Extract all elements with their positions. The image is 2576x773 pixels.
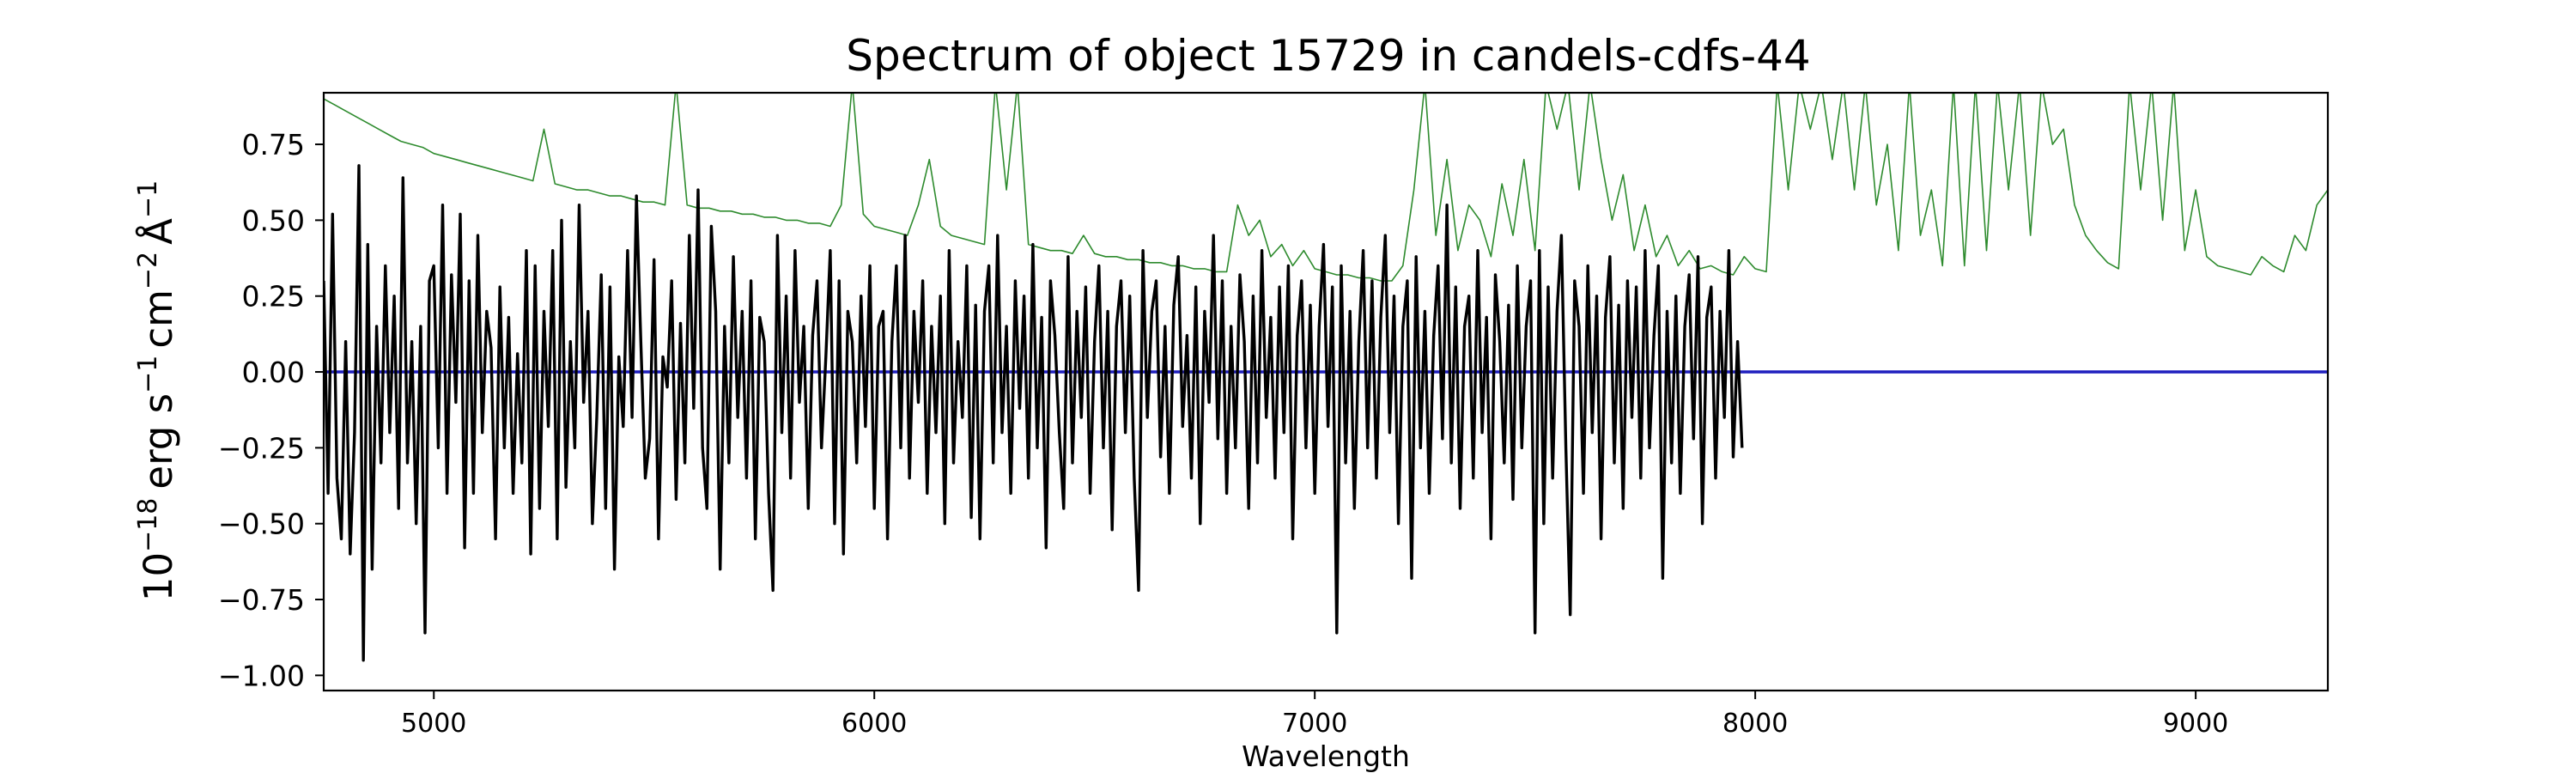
series-flux-line	[324, 164, 1744, 662]
y-tick-label: 0.25	[242, 280, 305, 313]
y-tick-label: −0.25	[218, 431, 305, 465]
y-axis: 0.75 0.50 0.25 0.00 −0.25 −0.50 −0.75 −1.00	[218, 128, 324, 692]
x-tick-label: 6000	[841, 709, 907, 739]
y-tick-label: 0.50	[242, 204, 305, 237]
ylabel-exp-angstrom: −1	[133, 180, 163, 218]
y-tick-label: −0.50	[218, 508, 305, 541]
ylabel-unit-angstrom: Å	[136, 218, 181, 245]
y-tick-label: 0.00	[242, 356, 305, 389]
series-uncertainty-line	[324, 93, 2328, 282]
x-axis-label: Wavelength	[1242, 740, 1410, 773]
y-tick-label: −1.00	[218, 659, 305, 692]
y-tick-label: −0.75	[218, 583, 305, 617]
y-axis-label: 10−18erg s−1cm−2Å−1	[133, 180, 181, 601]
chart-title: Spectrum of object 15729 in candels-cdfs…	[846, 31, 1811, 81]
ylabel-unit-cm: cm	[136, 289, 181, 349]
x-tick-label: 5000	[401, 709, 466, 739]
series-layer	[324, 93, 2328, 662]
ylabel-unit-erg: erg s	[136, 393, 181, 490]
y-tick-label: 0.75	[242, 128, 305, 161]
x-tick-label: 8000	[1722, 709, 1788, 739]
ylabel-exp-s: −1	[133, 356, 163, 393]
x-tick-label: 7000	[1282, 709, 1347, 739]
ylabel-base: 10	[136, 552, 181, 601]
x-axis: 5000 6000 7000 8000 9000	[401, 691, 2228, 739]
ylabel-exp-cm: −2	[133, 252, 163, 289]
plot-frame	[322, 91, 2330, 692]
x-tick-label: 9000	[2163, 709, 2228, 739]
ylabel-exp-18: −18	[133, 498, 163, 552]
